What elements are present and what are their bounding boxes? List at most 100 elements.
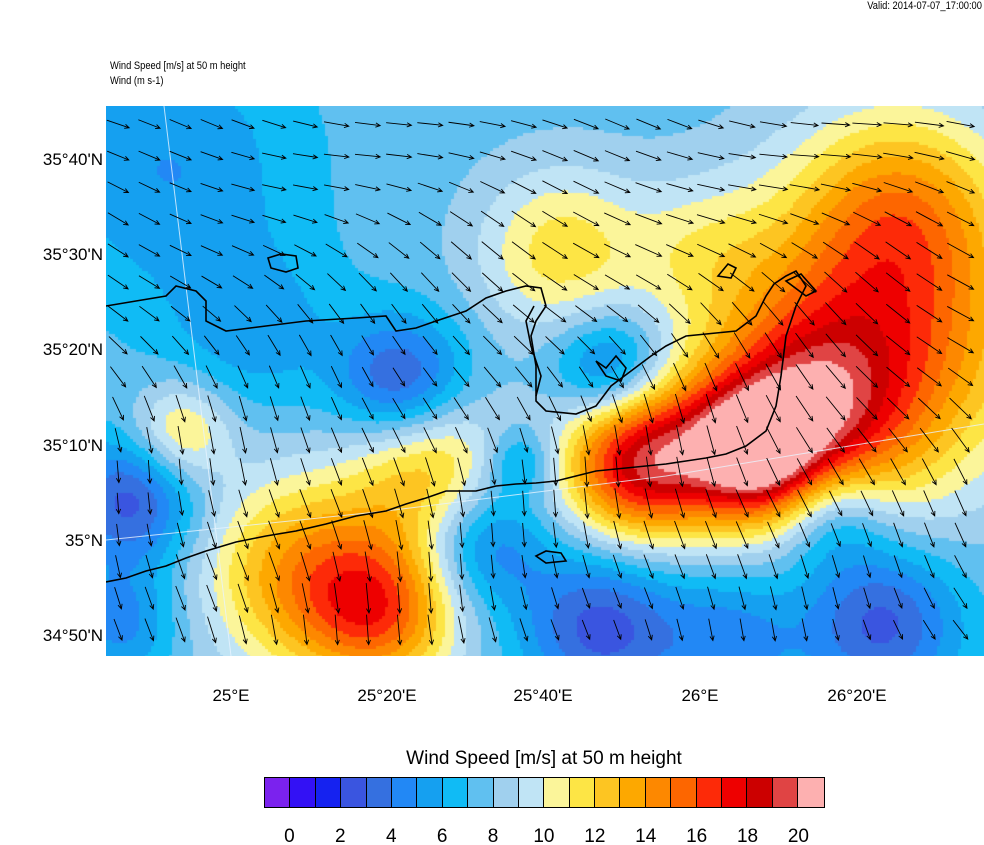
wind-arrow xyxy=(175,585,186,611)
wind-arrow xyxy=(893,555,903,579)
wind-arrow xyxy=(479,151,506,161)
wind-arrow xyxy=(231,245,255,256)
colorbar-tick-label: 16 xyxy=(686,826,708,845)
wind-arrow xyxy=(827,458,844,486)
wind-arrow xyxy=(855,271,879,293)
wind-arrow xyxy=(297,304,314,324)
colorbar-swatch xyxy=(366,778,392,807)
wind-arrow xyxy=(425,457,436,487)
graticule-line xyxy=(163,106,232,656)
wind-arrow xyxy=(890,458,906,486)
wind-arrow xyxy=(922,619,936,640)
wind-arrow xyxy=(365,583,372,614)
wind-arrow xyxy=(363,520,373,551)
wind-arrow xyxy=(731,301,753,326)
lon-label: 26°20'E xyxy=(827,686,887,705)
wind-arrow xyxy=(573,180,600,194)
wind-arrow xyxy=(482,304,503,324)
wind-arrow xyxy=(268,365,280,389)
wind-arrow xyxy=(759,121,788,129)
crete-north-coast xyxy=(106,269,807,583)
wind-arrow xyxy=(698,273,724,292)
wind-arrow xyxy=(769,586,778,611)
wind-arrow xyxy=(708,618,715,642)
wind-arrow xyxy=(176,522,185,548)
wind-arrow xyxy=(916,336,943,355)
wind-arrow xyxy=(270,614,279,646)
wind-arrow xyxy=(886,397,910,420)
wind-arrow xyxy=(704,521,717,550)
wind-arrow xyxy=(759,242,788,259)
wind-arrow xyxy=(269,458,279,486)
wind-arrow xyxy=(452,335,471,356)
wind-arrow xyxy=(236,552,250,582)
wind-arrow xyxy=(238,396,248,422)
wind-arrow xyxy=(947,242,975,259)
wind-arrow xyxy=(361,397,374,420)
wind-arrow xyxy=(417,122,444,128)
wind-arrow xyxy=(702,332,720,359)
wind-arrow xyxy=(482,335,503,356)
wind-arrow xyxy=(417,153,444,160)
wind-arrow xyxy=(114,587,123,610)
wind-arrow xyxy=(361,335,375,356)
wind-arrow xyxy=(324,214,350,224)
wind-arrow xyxy=(545,336,565,355)
wind-arrow xyxy=(705,554,717,580)
wind-arrow xyxy=(426,488,435,519)
wind-arrow xyxy=(923,490,936,517)
lon-label: 25°20'E xyxy=(357,686,417,705)
wind-arrow xyxy=(510,120,538,129)
wind-arrow xyxy=(765,363,782,391)
wind-arrow xyxy=(953,458,968,486)
wind-arrow xyxy=(791,242,819,259)
wind-arrow xyxy=(605,118,631,130)
wind-arrow xyxy=(420,272,440,293)
colorbar-tick-label: 0 xyxy=(284,826,295,845)
wind-arrow xyxy=(325,243,348,258)
wind-arrow xyxy=(643,393,654,424)
wind-arrow xyxy=(795,332,814,359)
wind-arrow xyxy=(573,118,600,130)
colorbar-swatch xyxy=(518,778,545,807)
wind-arrow xyxy=(513,335,534,355)
wind-arrow xyxy=(551,554,559,579)
wind-arrow xyxy=(919,427,939,453)
wind-arrow xyxy=(391,303,407,324)
wind-arrow xyxy=(821,212,851,226)
wind-arrow xyxy=(954,555,967,579)
wind-arrow xyxy=(332,551,342,583)
wind-arrow xyxy=(795,364,814,391)
wind-arrow xyxy=(735,363,749,392)
wind-arrow xyxy=(862,619,872,641)
wind-arrow xyxy=(521,490,527,517)
colorbar-tick-label: 10 xyxy=(533,826,555,845)
wind-arrow xyxy=(580,395,592,423)
gulf-coast xyxy=(525,305,542,397)
wind-arrow xyxy=(388,242,410,259)
wind-arrow xyxy=(138,150,161,161)
wind-arrow xyxy=(169,244,192,256)
wind-arrow xyxy=(364,551,372,583)
wind-arrow xyxy=(856,397,878,421)
wind-arrow xyxy=(573,149,600,162)
wind-arrow xyxy=(107,212,130,226)
wind-arrow xyxy=(795,395,814,422)
wind-arrow xyxy=(953,587,968,610)
wind-arrow xyxy=(613,520,623,550)
colorbar-tick-label: 18 xyxy=(736,826,759,845)
wind-arrow xyxy=(169,119,193,130)
wind-arrow xyxy=(914,121,945,128)
wind-arrow xyxy=(614,425,622,456)
wind-arrow xyxy=(138,244,161,257)
wind-arrow xyxy=(676,618,684,642)
wind-arrow xyxy=(546,366,564,388)
wind-arrow xyxy=(644,488,654,519)
wind-arrow xyxy=(262,184,287,192)
colorbar-tick-label: 8 xyxy=(487,826,499,845)
wind-arrow xyxy=(521,459,528,485)
wind-arrow xyxy=(729,272,755,292)
wind-arrow xyxy=(116,523,122,547)
wind-arrow xyxy=(768,554,779,580)
wind-arrow xyxy=(512,272,536,292)
